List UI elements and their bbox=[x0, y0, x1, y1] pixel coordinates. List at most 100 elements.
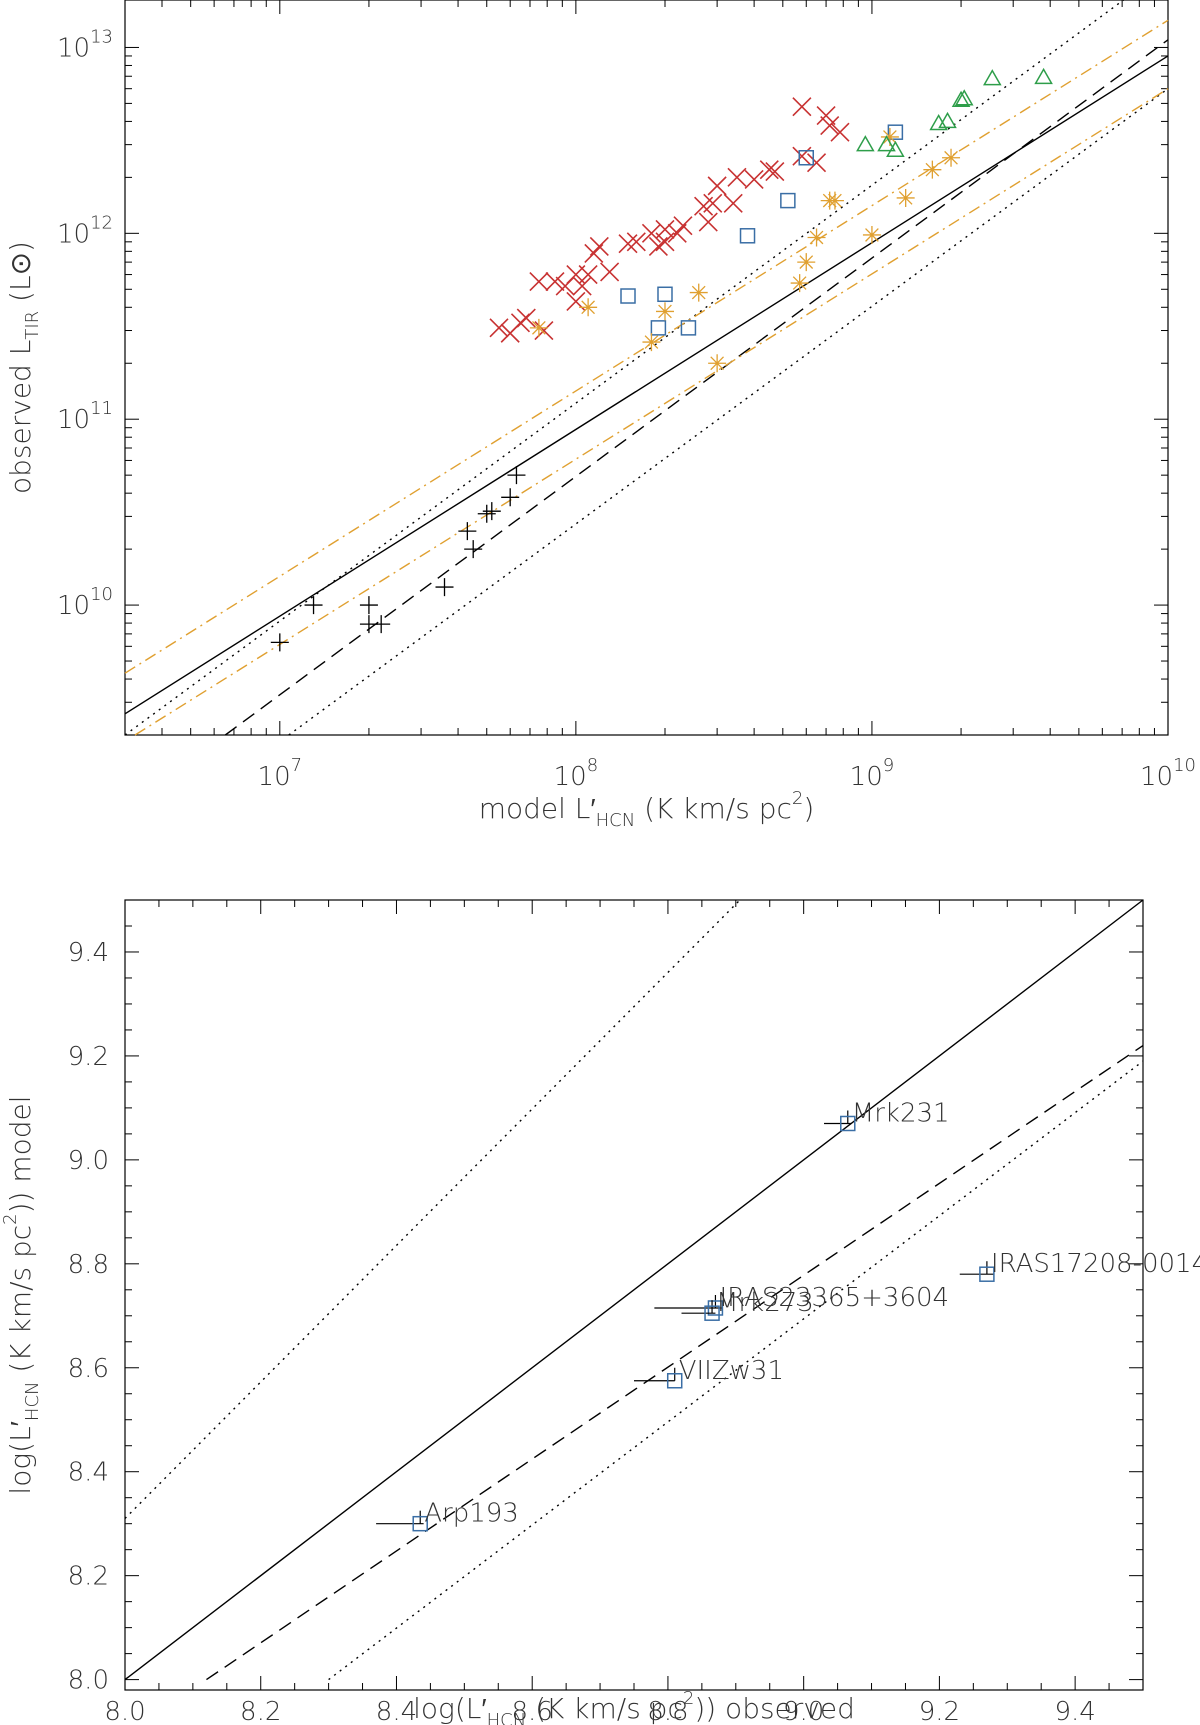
bottom-x-tick-label: 8.4 bbox=[376, 1697, 417, 1725]
top-fit-line bbox=[124, 0, 1124, 736]
top-marker-x bbox=[618, 234, 638, 254]
top-marker-asterisk bbox=[862, 225, 881, 244]
top-x-tick-label: 108 bbox=[554, 755, 599, 792]
top-marker-asterisk bbox=[923, 160, 942, 179]
bottom-y-tick-label: 8.2 bbox=[68, 1562, 109, 1592]
top-marker-square bbox=[650, 320, 667, 336]
bottom-y-tick-label: 9.2 bbox=[68, 1042, 109, 1072]
top-x-tick-label: 107 bbox=[258, 755, 303, 792]
top-marker-asterisk bbox=[579, 298, 598, 317]
top-fit-line bbox=[124, 19, 1169, 674]
top-x-axis-label: model L′HCN (K km/s pc2) bbox=[479, 788, 815, 831]
galaxy-label: Mrk273 bbox=[716, 1288, 814, 1318]
top-marker-x bbox=[516, 308, 536, 328]
top-marker-square bbox=[887, 124, 904, 140]
top-marker-x bbox=[703, 193, 723, 213]
top-marker-x bbox=[707, 176, 727, 196]
top-plot-frame bbox=[124, 0, 1169, 736]
top-marker-x bbox=[534, 320, 554, 341]
top-marker-x bbox=[806, 153, 827, 173]
top-marker-x bbox=[723, 193, 743, 213]
bottom-x-tick-label: 8.2 bbox=[240, 1697, 281, 1725]
top-marker-asterisk bbox=[825, 191, 844, 210]
top-marker-plus bbox=[477, 504, 496, 523]
top-marker-square bbox=[680, 320, 697, 336]
bottom-fit-line bbox=[124, 899, 741, 1519]
top-y-tick-label: 1013 bbox=[57, 26, 113, 63]
bottom-chart: 8.0 8.2 8.4 8.6 8.8 9.0 9.2 9.4 8.0 8.2 8.4 8.6 8.8 9… bbox=[0, 899, 1200, 1725]
top-y-tick-label: 1011 bbox=[57, 398, 113, 435]
bottom-y-tick-label: 8.6 bbox=[68, 1354, 109, 1384]
bottom-x-tick-label: 8.8 bbox=[647, 1697, 688, 1725]
top-marker-plus bbox=[372, 615, 391, 634]
top-marker-x bbox=[759, 160, 779, 180]
top-marker-plus bbox=[507, 466, 526, 485]
top-marker-x bbox=[744, 169, 764, 189]
bottom-y-tick-label: 9.4 bbox=[68, 938, 109, 968]
top-marker-x bbox=[792, 97, 812, 117]
galaxy-label: IRAS23365+3604 bbox=[719, 1283, 949, 1313]
top-marker-triangle bbox=[951, 90, 971, 107]
top-marker-x bbox=[641, 223, 662, 243]
top-marker-x bbox=[545, 272, 565, 292]
top-marker-asterisk bbox=[797, 253, 816, 272]
bottom-x-tick-label: 9.4 bbox=[1054, 1697, 1095, 1725]
bottom-y-tick-label: 8.4 bbox=[68, 1458, 109, 1488]
bottom-fit-line bbox=[328, 1060, 1144, 1681]
top-marker-triangle bbox=[886, 140, 905, 157]
bottom-fit-line bbox=[124, 899, 1144, 1681]
bottom-x-axis-label: log(L′HCN (K km/s pc2)) observed bbox=[413, 1688, 855, 1725]
bottom-plot-frame bbox=[124, 899, 1144, 1691]
top-marker-x bbox=[600, 262, 620, 282]
top-x-tick-label: 109 bbox=[850, 755, 895, 792]
top-marker-plus bbox=[482, 502, 501, 521]
top-marker-asterisk bbox=[880, 127, 899, 146]
top-marker-plus bbox=[359, 596, 378, 615]
top-y-tick-label: 1010 bbox=[57, 584, 113, 621]
top-marker-square bbox=[657, 286, 673, 303]
galaxy-label: Mrk231 bbox=[852, 1098, 950, 1128]
top-marker-plus bbox=[435, 578, 454, 597]
top-marker-x bbox=[727, 167, 747, 187]
galaxy-label: Arp193 bbox=[424, 1499, 519, 1529]
top-y-axis-label: observed LTIR (L⊙) bbox=[4, 241, 43, 494]
bottom-x-tick-label: 9.2 bbox=[919, 1697, 960, 1725]
top-marker-square bbox=[798, 150, 815, 166]
bottom-y-axis-label: log(L′HCN (K km/s pc2)) model bbox=[0, 1095, 43, 1494]
top-marker-triangle bbox=[1034, 67, 1053, 85]
top-marker-triangle bbox=[938, 111, 957, 129]
top-marker-asterisk bbox=[689, 283, 708, 302]
top-marker-x bbox=[673, 216, 693, 236]
top-marker-triangle bbox=[877, 135, 896, 152]
top-y-tick-label: 1012 bbox=[57, 212, 113, 249]
top-marker-asterisk bbox=[529, 318, 548, 337]
top-marker-asterisk bbox=[655, 302, 674, 321]
top-x-tick-label: 1010 bbox=[1140, 755, 1196, 792]
galaxy-marker bbox=[704, 1305, 720, 1321]
top-marker-plus bbox=[270, 633, 289, 652]
top-marker-asterisk bbox=[942, 148, 961, 167]
top-fit-line bbox=[124, 55, 1169, 715]
top-marker-x bbox=[626, 232, 646, 252]
top-marker-triangle bbox=[856, 135, 875, 152]
top-marker-plus bbox=[458, 522, 477, 541]
top-marker-x bbox=[698, 212, 718, 232]
top-marker-asterisk bbox=[807, 228, 826, 247]
top-marker-x bbox=[667, 223, 687, 243]
top-marker-x bbox=[529, 272, 549, 292]
bottom-x-tick-label: 8.0 bbox=[104, 1697, 145, 1725]
top-marker-triangle bbox=[954, 89, 974, 106]
bottom-x-tick-label: 9.0 bbox=[783, 1697, 824, 1725]
top-marker-x bbox=[792, 146, 812, 166]
bottom-y-tick-label: 9.0 bbox=[68, 1146, 109, 1176]
top-marker-x bbox=[820, 115, 840, 136]
top-marker-square bbox=[780, 192, 796, 209]
top-marker-x bbox=[655, 219, 675, 239]
top-fit-line bbox=[134, 88, 1169, 736]
bottom-y-tick-label: 8.8 bbox=[68, 1250, 109, 1280]
top-marker-plus bbox=[304, 596, 323, 615]
galaxy-marker bbox=[666, 1373, 683, 1389]
galaxy-label: IRAS17208-0014 bbox=[991, 1249, 1200, 1279]
galaxy-marker bbox=[707, 1300, 724, 1316]
bottom-x-tick-label: 8.6 bbox=[512, 1697, 553, 1725]
